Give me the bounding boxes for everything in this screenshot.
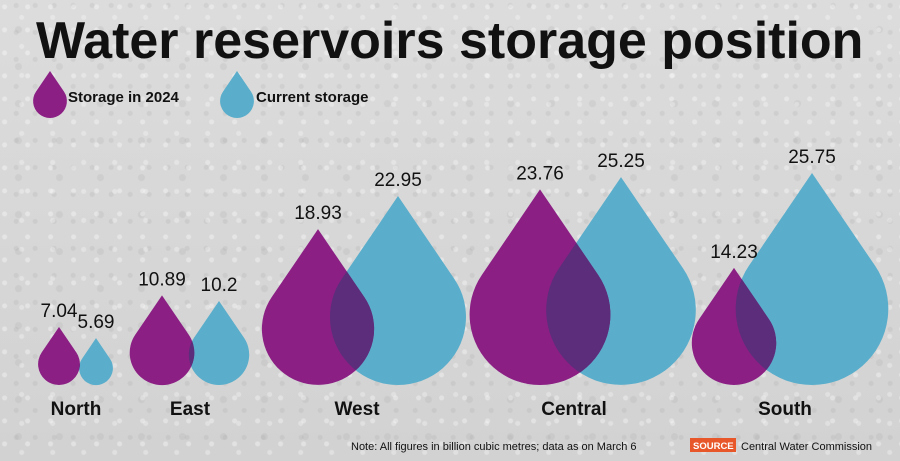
value-label-east-storage-2024: 10.89 — [138, 269, 186, 290]
legend-drop-current-storage — [220, 71, 254, 118]
source-badge — [690, 438, 736, 452]
category-label-east: East — [170, 399, 211, 420]
value-labels: 7.045.69 10.89 10.2 18.93 22.95 23.76 25.25 14.… — [41, 147, 836, 333]
drop-marks — [38, 173, 889, 386]
value-label-west-current-storage: 22.95 — [374, 170, 422, 191]
value-label-central-current-storage: 25.25 — [597, 151, 645, 172]
value-label-south-storage-2024: 14.23 — [710, 242, 758, 263]
drop-overlap-south — [735, 267, 777, 385]
legend-label-storage-2024: Storage in 2024 — [68, 89, 180, 106]
category-label-south: South — [758, 399, 812, 420]
drop-north-current-storage — [79, 338, 113, 386]
category-label-central: Central — [541, 399, 606, 420]
legend: Storage in 2024 Current storage — [33, 71, 369, 118]
source-badge-label: SOURCE — [693, 441, 734, 452]
value-label-east-current-storage: 10.2 — [201, 275, 238, 296]
drop-east-storage-2024 — [129, 295, 195, 386]
category-label-west: West — [334, 399, 380, 420]
value-label-north-storage-2024: 7.04 — [41, 301, 78, 322]
source: SOURCE Central Water Commission — [690, 438, 872, 453]
chart-title: Water reservoirs storage position — [36, 12, 863, 70]
category-labels: North East West Central South — [51, 399, 812, 420]
value-label-west-storage-2024: 18.93 — [294, 203, 342, 224]
value-label-south-current-storage: 25.75 — [788, 147, 836, 168]
category-label-north: North — [51, 399, 102, 420]
drop-north-storage-2024 — [38, 327, 80, 386]
drop-overlap-west — [330, 229, 375, 385]
drop-east-current-storage — [188, 301, 250, 385]
drop-overlap-central — [546, 189, 611, 385]
footnote: Note: All figures in billion cubic metre… — [351, 441, 637, 453]
source-name: Central Water Commission — [741, 441, 872, 453]
legend-drop-storage-2024 — [33, 71, 67, 118]
legend-label-current-storage: Current storage — [256, 89, 369, 106]
value-label-north-current-storage: 5.69 — [78, 312, 115, 333]
value-label-central-storage-2024: 23.76 — [516, 163, 564, 184]
